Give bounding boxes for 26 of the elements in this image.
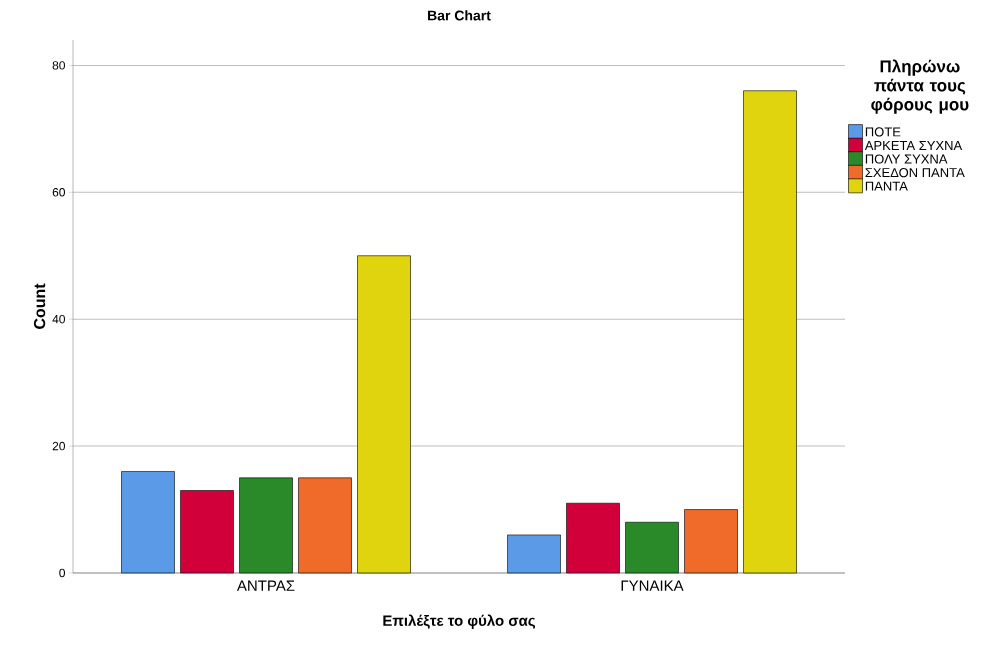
bar bbox=[684, 509, 738, 574]
legend-label: ΠΟΤΕ bbox=[865, 127, 901, 137]
y-tick-label: 0 bbox=[59, 568, 65, 578]
x-tick-label: ΑΝΤΡΑΣ bbox=[236, 580, 295, 591]
y-tick-label: 20 bbox=[52, 441, 65, 451]
y-tick-label: 60 bbox=[52, 188, 65, 197]
y-tick-label: 80 bbox=[52, 61, 65, 70]
legend-label: ΣΧΕΔΟΝ ΠΑΝΤΑ bbox=[865, 167, 965, 178]
bar bbox=[239, 477, 293, 574]
bar bbox=[298, 477, 352, 574]
legend-title: Πληρώνω πάντα τους φόρους μου bbox=[871, 59, 969, 114]
x-tick-label: ΓΥΝΑΙΚΑ bbox=[621, 580, 684, 591]
bar bbox=[180, 490, 234, 574]
y-tick-label: 40 bbox=[52, 314, 65, 324]
bar bbox=[357, 255, 411, 574]
legend-label: ΑΡΚΕΤΑ ΣΥΧΝΑ bbox=[864, 140, 963, 150]
chart-title: Bar Chart bbox=[428, 10, 491, 21]
legend-label: ΠΑΝΤΑ bbox=[865, 181, 908, 191]
bar bbox=[566, 502, 620, 574]
legend-label: ΠΟΛΥ ΣΥΧΝΑ bbox=[865, 154, 948, 164]
bar bbox=[625, 521, 679, 574]
bar bbox=[121, 471, 175, 574]
x-axis-title: Επιλέξτε το φύλο σας bbox=[383, 614, 536, 629]
bar bbox=[507, 534, 561, 574]
y-axis-title: Count bbox=[33, 283, 46, 329]
bar bbox=[743, 90, 797, 574]
